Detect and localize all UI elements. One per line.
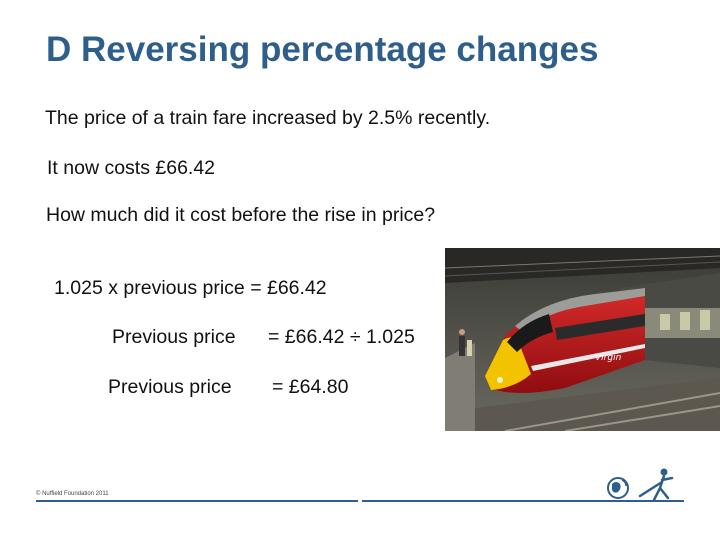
step1-value: = £66.42 ÷ 1.025 [268,326,415,348]
train-photo: Virgin [445,248,720,431]
step2-value: = £64.80 [272,376,349,398]
now-costs-text: It now costs £66.42 [47,157,216,179]
step1-label: Previous price [112,326,236,348]
question-text: How much did it cost before the rise in … [46,204,436,226]
footer-rule-left [36,500,358,502]
footer-rule-right [362,500,684,502]
step2-label: Previous price [108,376,232,398]
equation-text: 1.025 x previous price = £66.42 [54,277,327,299]
nuffield-globe-figure-icon [600,466,690,506]
slide-title: D Reversing percentage changes [46,30,599,69]
copyright-text: © Nuffield Foundation 2011 [36,491,109,497]
svg-text:Virgin: Virgin [595,353,622,363]
intro-text: The price of a train fare increased by 2… [45,107,491,129]
